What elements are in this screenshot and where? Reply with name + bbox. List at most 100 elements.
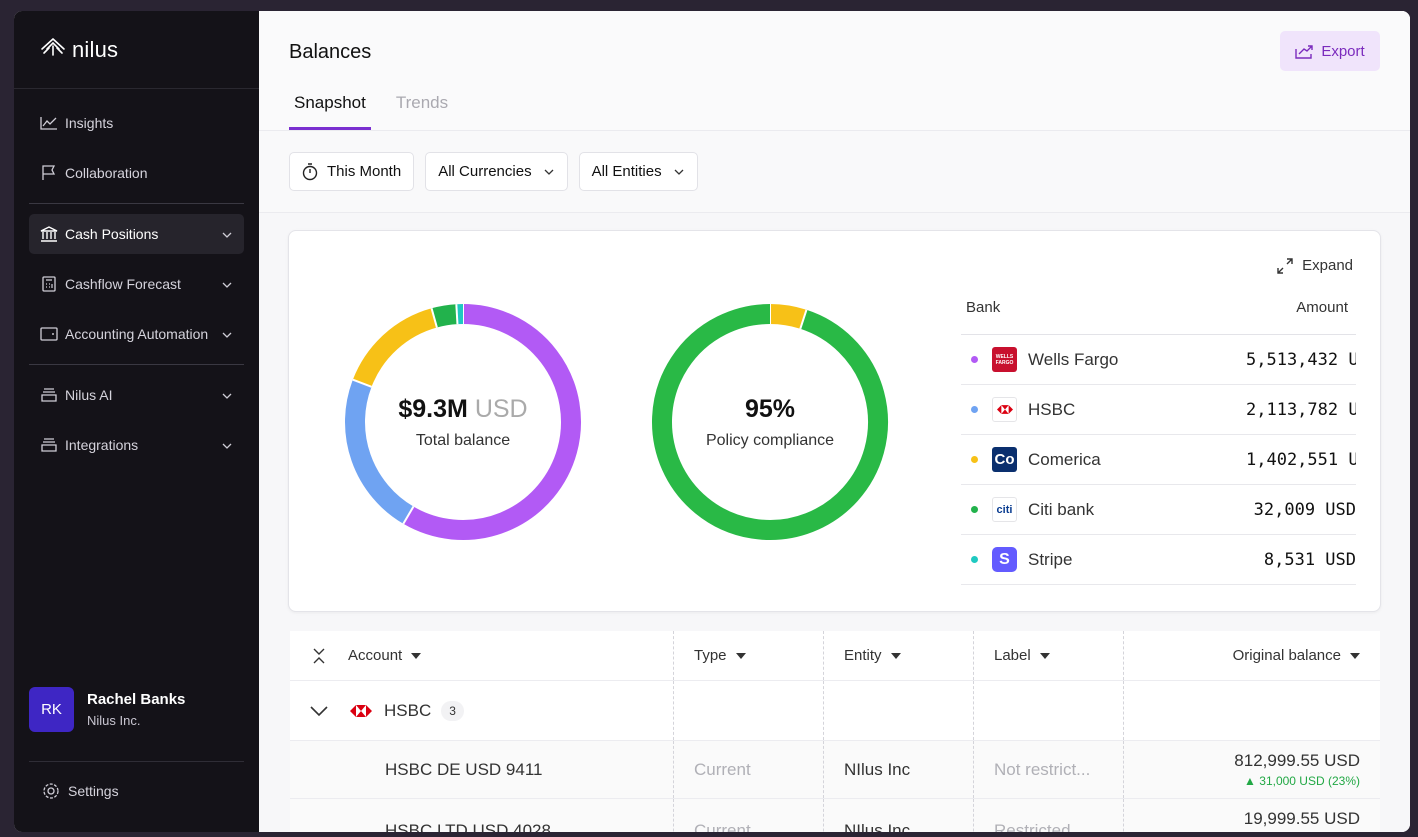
bank-row[interactable]: HSBC 2,113,782 USD (961, 385, 1356, 435)
legend-dot-icon (971, 556, 978, 563)
sidebar-item-label: Cashflow Forecast (65, 276, 181, 292)
bank-name: Stripe (1028, 549, 1073, 569)
user-name: Rachel Banks (87, 691, 186, 708)
bank-amount: 2,113,782 USD (1246, 399, 1356, 420)
calculator-icon (40, 275, 58, 293)
group-row[interactable]: HSBC 3 (290, 681, 1380, 741)
sidebar-item-label: Cash Positions (65, 226, 159, 242)
nav-divider (29, 203, 244, 204)
bank-list-header: Bank Amount (961, 299, 1356, 335)
type-header[interactable]: Type (673, 631, 823, 680)
sidebar-item-label: Insights (65, 115, 114, 131)
entity-filter-label: All Entities (591, 163, 662, 180)
bank-row[interactable]: Co Comerica 1,402,551 USD (961, 435, 1356, 485)
sidebar-item-integrations[interactable]: Integrations (29, 425, 244, 465)
sidebar-item-label: Collaboration (65, 165, 148, 181)
user-org: Nilus Inc. (87, 713, 141, 728)
chevron-down-icon (673, 166, 685, 178)
collapse-all-icon[interactable] (312, 648, 326, 664)
sidebar-item-accounting-automation[interactable]: Accounting Automation (29, 314, 244, 354)
balance-slice-comerica[interactable] (352, 308, 438, 388)
line-chart-icon (40, 114, 58, 132)
chevron-down-icon[interactable] (221, 278, 233, 290)
account-name: HSBC DE USD 9411 (385, 759, 543, 779)
bank-row[interactable]: citi Citi bank 32,009 USD (961, 485, 1356, 535)
compliance-slice-compliant[interactable] (652, 304, 888, 540)
settings-divider (29, 761, 244, 762)
entity-header-label: Entity (844, 647, 882, 664)
balance-slice-separator (455, 304, 459, 325)
table-row[interactable]: HSBC LTD USD 4028 Current NIlus Inc Rest… (290, 799, 1380, 832)
table-header: Account Type Entity Label Original balan… (290, 631, 1380, 681)
total-balance-donut: $9.3M USD Total balance (343, 302, 583, 542)
summary-card: Expand $9.3M USD Total balance 95% Polic… (288, 230, 1381, 612)
period-filter-label: This Month (327, 163, 402, 180)
account-header-label: Account (348, 647, 403, 664)
app-window: nilus Insights Collaboration Cash Positi… (14, 11, 1410, 832)
compliance-label: Policy compliance (705, 431, 835, 449)
balance-delta-value: 31,000 USD (1259, 774, 1325, 788)
group-count-badge: 3 (441, 700, 464, 721)
arrow-up-icon: ▲ (1244, 774, 1256, 788)
bank-row[interactable]: S Stripe 8,531 USD (961, 535, 1356, 585)
compliance-chart (652, 304, 888, 540)
balance-slice-wells-fargo[interactable] (403, 304, 581, 540)
sidebar-item-insights[interactable]: Insights (29, 103, 244, 143)
account-balance: 812,999.55 USD (1234, 751, 1360, 770)
balance-slice-separator (430, 307, 438, 328)
account-label: Not restrict... (994, 759, 1091, 779)
account-header[interactable]: Account (290, 631, 673, 680)
balance-slice-separator (352, 378, 372, 388)
chevron-down-icon[interactable] (221, 328, 233, 340)
balance-header-label: Original balance (1232, 647, 1341, 664)
sidebar-item-cash-positions[interactable]: Cash Positions (29, 214, 244, 254)
label-header-label: Label (994, 647, 1031, 664)
avatar: RK (29, 687, 74, 732)
balance-header[interactable]: Original balance (1123, 631, 1380, 680)
bank-amount: 5,513,432 USD (1246, 349, 1356, 370)
expand-icon (1277, 257, 1293, 274)
export-button[interactable]: Export (1280, 31, 1380, 71)
balance-slice-hsbc[interactable] (345, 379, 414, 524)
bank-logo-icon: S (992, 547, 1017, 572)
sort-icon (1350, 652, 1360, 659)
compliance-slice-separator (799, 309, 808, 330)
bank-amount: 32,009 USD (1253, 499, 1356, 520)
entity-header[interactable]: Entity (823, 631, 973, 680)
bank-row[interactable]: WELLS FARGO Wells Fargo 5,513,432 USD (961, 335, 1356, 385)
currency-filter[interactable]: All Currencies (425, 152, 568, 191)
bank-logo-icon: WELLS FARGO (992, 347, 1017, 372)
total-balance-label: Total balance (415, 431, 511, 449)
bank-name: Citi bank (1028, 499, 1095, 519)
account-entity: NIlus Inc (844, 759, 911, 779)
table-row[interactable]: HSBC DE USD 9411 Current NIlus Inc Not r… (290, 741, 1380, 799)
tab-snapshot[interactable]: Snapshot (289, 93, 371, 130)
sidebar-item-label: Nilus AI (65, 387, 113, 403)
sidebar-item-collaboration[interactable]: Collaboration (29, 153, 244, 193)
expand-button[interactable]: Expand (1277, 257, 1353, 274)
sort-icon (411, 652, 422, 659)
sidebar-item-label: Integrations (65, 437, 139, 453)
label-header[interactable]: Label (973, 631, 1123, 680)
stack-icon (40, 386, 58, 404)
settings-link[interactable]: Settings (42, 782, 119, 800)
entity-filter[interactable]: All Entities (578, 152, 698, 191)
total-balance-chart (345, 304, 581, 540)
sidebar: nilus Insights Collaboration Cash Positi… (14, 11, 259, 832)
sort-icon (1039, 652, 1050, 659)
period-filter[interactable]: This Month (289, 152, 415, 191)
user-profile[interactable]: RK Rachel Banks Nilus Inc. (29, 687, 185, 732)
balance-slice-separator (402, 506, 415, 525)
chevron-down-icon[interactable] (221, 439, 233, 451)
chevron-down-icon[interactable] (221, 389, 233, 401)
sidebar-item-nilus-ai[interactable]: Nilus AI (29, 375, 244, 415)
sidebar-item-cashflow-forecast[interactable]: Cashflow Forecast (29, 264, 244, 304)
tab-trends[interactable]: Trends (395, 93, 449, 112)
account-type: Current (694, 759, 751, 779)
sidebar-item-label: Accounting Automation (65, 326, 209, 342)
nilus-logo-icon (40, 37, 66, 62)
logo[interactable]: nilus (14, 11, 259, 89)
legend-dot-icon (971, 506, 978, 513)
chevron-down-icon[interactable] (221, 228, 233, 240)
chevron-down-icon[interactable] (310, 705, 328, 717)
